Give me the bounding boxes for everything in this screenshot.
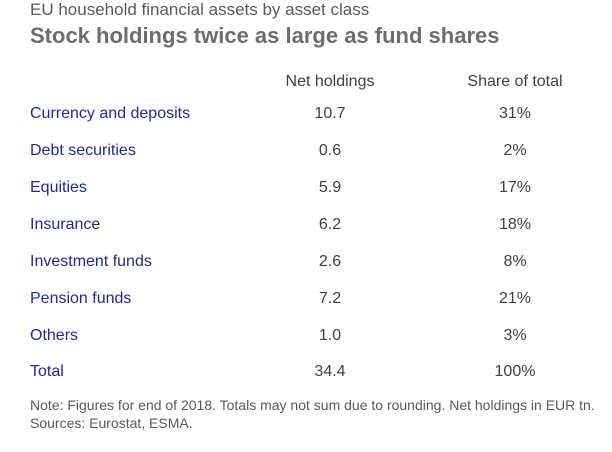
net-holdings-value: 10.7 [314, 105, 346, 122]
share-of-total-value: 100% [494, 363, 536, 380]
row-label: Insurance [30, 216, 101, 233]
net-holdings-value: 34.4 [314, 363, 346, 380]
share-of-total-value: 8% [503, 253, 527, 270]
net-holdings-value: 6.2 [318, 216, 342, 233]
share-of-total-value: 18% [498, 216, 532, 233]
footnote: Note: Figures for end of 2018. Totals ma… [30, 397, 595, 413]
notes: Note: Figures for end of 2018. Totals ma… [30, 396, 600, 432]
share-of-total-value: 21% [498, 290, 532, 307]
row-label: Debt securities [30, 142, 136, 159]
net-holdings-value: 5.9 [318, 179, 342, 196]
sources: Sources: Eurostat, ESMA. [30, 415, 193, 431]
column-header-net-holdings: Net holdings [285, 73, 375, 90]
chart-subtitle: EU household financial assets by asset c… [30, 0, 370, 19]
net-holdings-value: 1.0 [318, 327, 342, 344]
row-label: Others [30, 327, 79, 344]
row-label: Pension funds [30, 290, 132, 307]
column-header-share-of-total: Share of total [467, 73, 563, 90]
net-holdings-value: 0.6 [318, 142, 342, 159]
share-of-total-value: 3% [503, 327, 527, 344]
share-of-total-value: 17% [498, 179, 532, 196]
share-of-total-value: 2% [503, 142, 527, 159]
row-label: Equities [30, 179, 87, 196]
net-holdings-value: 2.6 [318, 253, 342, 270]
row-label: Investment funds [30, 253, 152, 270]
chart-title: Stock holdings twice as large as fund sh… [30, 23, 500, 48]
row-label: Currency and deposits [30, 105, 191, 122]
net-holdings-value: 7.2 [318, 290, 342, 307]
row-label: Total [30, 363, 64, 380]
share-of-total-value: 31% [498, 105, 532, 122]
